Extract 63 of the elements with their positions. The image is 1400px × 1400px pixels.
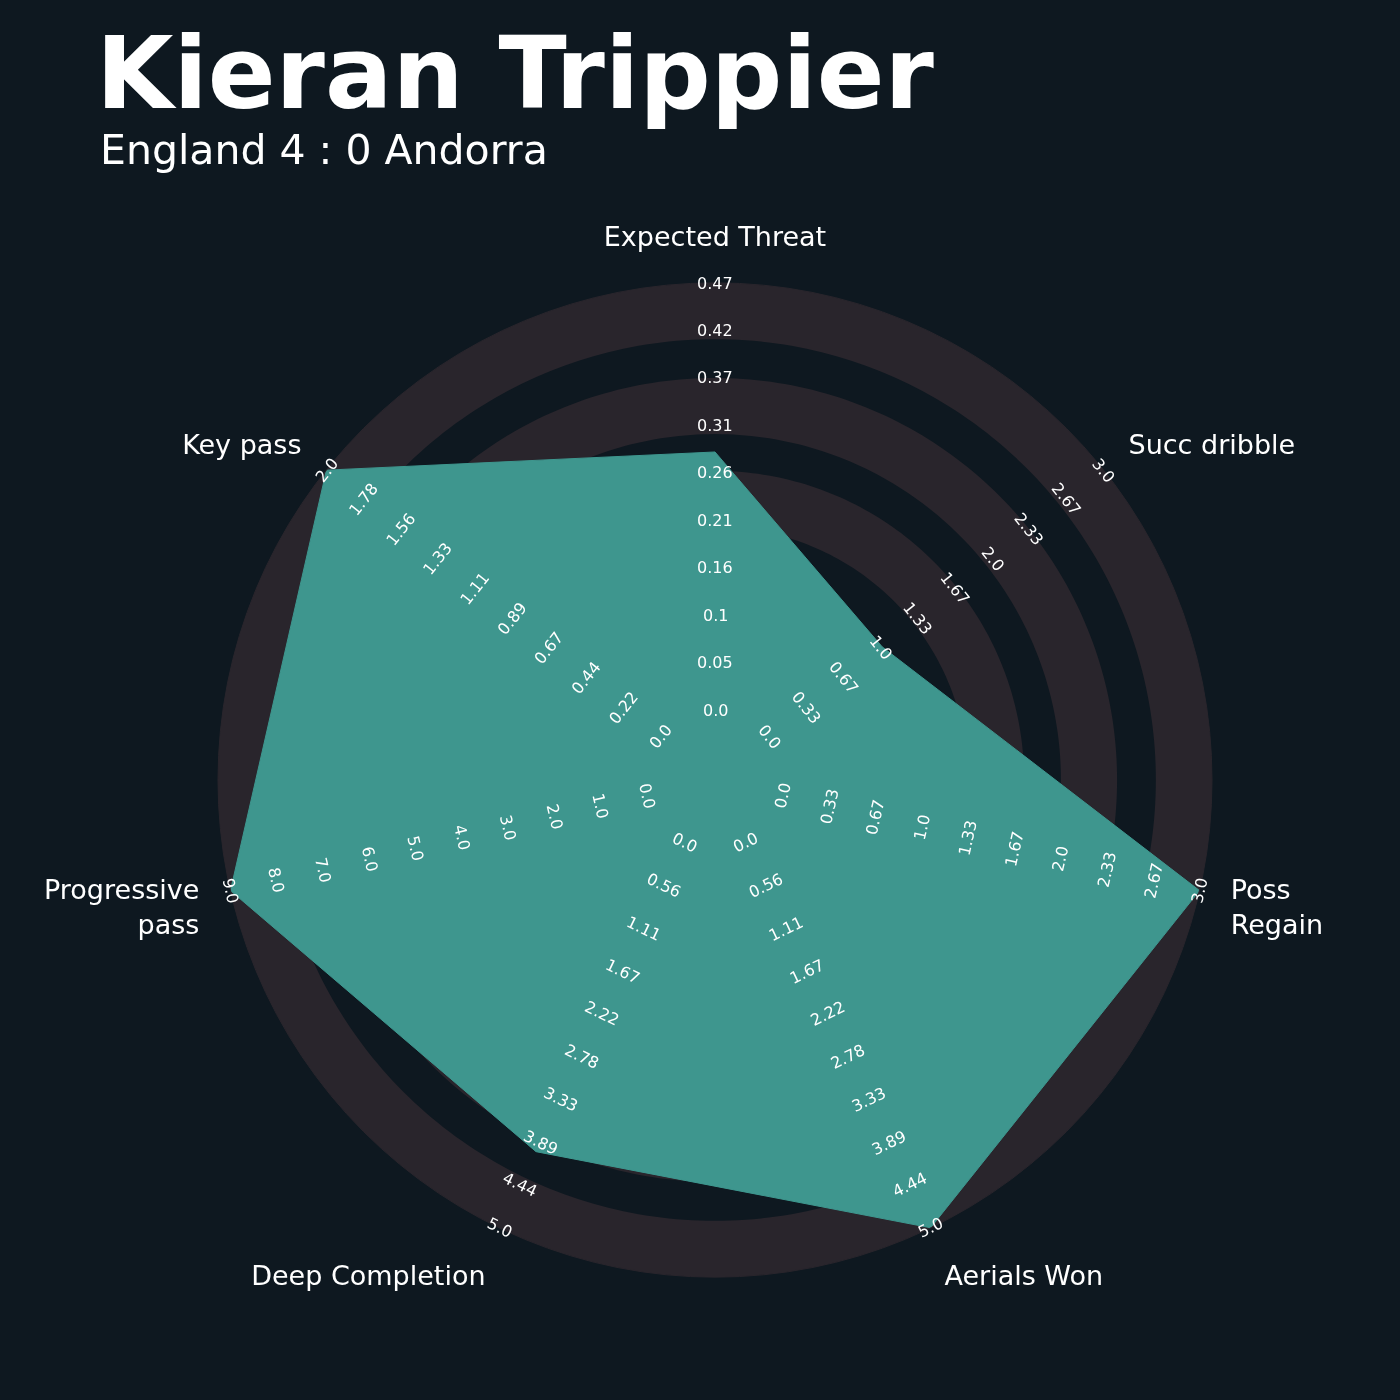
text: 0.16 [697, 558, 733, 577]
text: 3.0 [495, 813, 521, 843]
text: 3.0 [1088, 454, 1119, 487]
spoke-label: Deep Completion [251, 1259, 486, 1291]
text: 3.89 [520, 1126, 561, 1159]
text: 0.0 [730, 828, 762, 857]
text: 0.0 [770, 781, 795, 811]
text: 0.37 [697, 368, 733, 387]
text: 8.0 [264, 865, 289, 895]
text: 2.67 [1140, 861, 1167, 901]
text: 0.05 [697, 653, 733, 672]
text: 1.11 [765, 912, 807, 946]
text: 2.78 [561, 1040, 603, 1073]
text: 1.0 [588, 791, 613, 821]
spoke-label: Key pass [182, 429, 302, 461]
text: 7.0 [311, 855, 336, 885]
text: 0.56 [643, 869, 685, 902]
text: 3.89 [868, 1126, 910, 1160]
text: 0.0 [635, 781, 660, 811]
text: 3.33 [848, 1083, 890, 1116]
text: 3.0 [1187, 875, 1212, 905]
text: 2.22 [807, 997, 848, 1030]
text: 1.0 [865, 631, 897, 664]
text: 9.0 [218, 876, 243, 906]
text: 0.0 [703, 701, 729, 720]
text: 2.0 [542, 802, 567, 832]
text: 5.0 [484, 1213, 516, 1242]
text: 1.33 [954, 818, 981, 858]
text: 2.0 [1048, 844, 1073, 874]
spoke-label: Expected Threat [603, 220, 827, 252]
text: 2.0 [977, 543, 1009, 575]
text: 2.0 [311, 454, 343, 486]
text: 0.31 [697, 416, 733, 435]
text: 0.47 [697, 274, 733, 293]
text: 0.26 [697, 463, 733, 482]
text: 0.0 [754, 720, 786, 753]
text: 2.33 [1093, 850, 1121, 890]
text: 5.0 [915, 1213, 947, 1242]
text: 0.33 [816, 786, 843, 826]
spoke-label: Poss Regain [1230, 874, 1324, 941]
text: 0.0 [645, 720, 676, 753]
text: 1.67 [602, 955, 643, 988]
spoke-label: Progressive pass [44, 874, 200, 941]
text: 3.33 [540, 1083, 581, 1116]
spoke-label: Succ dribble [1128, 429, 1296, 461]
text: 0.56 [745, 869, 786, 902]
text: 1.67 [786, 955, 828, 988]
text: 6.0 [357, 844, 382, 874]
text: 1.67 [1001, 829, 1028, 869]
text: 5.0 [403, 833, 428, 863]
text: 0.1 [703, 606, 729, 625]
text: 2.22 [581, 997, 623, 1030]
text: 1.0 [909, 812, 935, 842]
text: 4.44 [499, 1168, 541, 1201]
text: 0.0 [669, 828, 701, 857]
text: 0.67 [861, 797, 889, 837]
spoke-label: Aerials Won [944, 1259, 1104, 1291]
text: 0.42 [697, 321, 733, 340]
text: 2.78 [827, 1040, 868, 1073]
text: 0.21 [697, 511, 733, 530]
text: 4.44 [889, 1168, 930, 1201]
text: 4.0 [450, 822, 475, 852]
text: 1.11 [623, 912, 664, 945]
